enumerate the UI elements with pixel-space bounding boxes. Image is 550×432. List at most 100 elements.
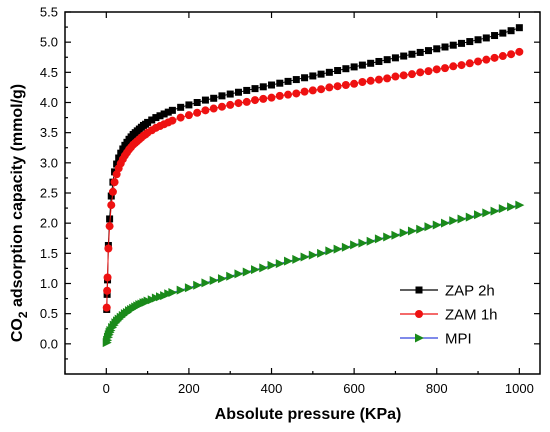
data-point <box>234 88 242 96</box>
data-point <box>259 263 269 273</box>
legend-marker <box>415 310 423 318</box>
data-point <box>490 53 499 62</box>
data-point <box>432 220 442 230</box>
data-point <box>292 89 301 98</box>
data-point <box>251 96 259 105</box>
data-point <box>152 114 160 122</box>
data-point <box>457 214 467 224</box>
data-point <box>242 97 251 106</box>
data-point <box>474 57 483 66</box>
data-point <box>333 82 342 91</box>
data-point <box>226 271 236 281</box>
data-point <box>217 274 227 284</box>
x-tick-label: 600 <box>343 381 365 396</box>
y-tick-label: 5.0 <box>40 35 58 50</box>
data-point <box>358 77 367 86</box>
data-point <box>301 74 309 82</box>
data-point <box>156 112 164 120</box>
data-point <box>400 52 408 60</box>
data-point <box>374 234 384 244</box>
data-point <box>507 202 517 212</box>
data-point <box>383 232 393 242</box>
data-point <box>391 72 400 81</box>
data-point <box>341 242 351 252</box>
data-point <box>103 273 112 282</box>
data-point <box>168 116 177 125</box>
data-point <box>275 259 285 269</box>
x-axis-title: Absolute pressure (KPa) <box>215 406 402 423</box>
data-point <box>350 79 359 88</box>
data-point <box>184 111 193 120</box>
data-point <box>243 86 251 94</box>
data-point <box>251 85 259 93</box>
data-point <box>465 59 474 68</box>
data-point <box>234 99 243 108</box>
data-point <box>491 32 499 40</box>
data-point <box>148 116 156 124</box>
y-axis-title-main: CO <box>9 318 26 342</box>
data-point <box>317 248 327 258</box>
data-point <box>103 286 112 295</box>
data-point <box>185 101 193 109</box>
data-point <box>226 100 235 109</box>
data-point <box>113 160 121 168</box>
data-point <box>119 145 127 153</box>
data-point <box>115 154 123 162</box>
data-point <box>515 47 524 56</box>
data-point <box>498 52 507 61</box>
legend-label: ZAP 2h <box>445 283 495 300</box>
data-point <box>268 81 276 89</box>
data-point <box>466 38 474 46</box>
data-point <box>107 192 115 200</box>
data-point <box>308 86 317 95</box>
data-point <box>441 43 449 51</box>
data-point <box>292 76 300 84</box>
y-axis-title-rest: adsorption capacity (mmol/g) <box>9 84 26 312</box>
data-point <box>193 99 201 106</box>
y-tick-label: 0.0 <box>40 336 58 351</box>
data-point <box>341 81 350 90</box>
data-point <box>449 41 457 49</box>
data-point <box>424 67 433 76</box>
data-point <box>482 55 491 64</box>
legend-label: ZAM 1h <box>445 307 498 324</box>
data-point <box>482 208 492 218</box>
data-point <box>106 215 114 223</box>
legend-label: MPI <box>445 331 472 348</box>
data-point <box>317 85 326 94</box>
data-point <box>308 250 318 260</box>
y-tick-label: 5.5 <box>40 5 58 20</box>
legend-item: ZAM 1h <box>400 307 498 324</box>
data-point <box>432 65 441 74</box>
data-point <box>234 269 244 279</box>
y-tick-label: 3.5 <box>40 125 58 140</box>
y-tick-label: 2.5 <box>40 186 58 201</box>
y-axis-title: CO2 adsorption capacity (mmol/g) <box>9 84 30 342</box>
data-point <box>399 228 409 238</box>
data-point <box>490 206 500 216</box>
data-point <box>242 267 252 277</box>
data-point <box>117 149 125 157</box>
data-point <box>168 106 176 114</box>
data-point <box>193 108 202 117</box>
legend-marker <box>415 333 424 343</box>
x-tick-label: 200 <box>178 381 200 396</box>
data-point <box>177 103 185 111</box>
data-point <box>309 72 317 80</box>
data-point <box>333 244 343 254</box>
data-point <box>201 96 209 104</box>
data-point <box>144 118 152 126</box>
data-point <box>375 57 383 65</box>
data-point <box>350 240 360 250</box>
series-2 <box>102 47 524 312</box>
data-point <box>164 108 172 116</box>
data-point <box>209 104 218 113</box>
y-tick-label: 0.5 <box>40 306 58 321</box>
data-point <box>275 91 284 100</box>
data-point <box>507 50 516 59</box>
data-point <box>515 200 525 210</box>
data-point <box>474 36 482 44</box>
y-tick-label: 1.5 <box>40 246 58 261</box>
data-point <box>325 68 333 76</box>
